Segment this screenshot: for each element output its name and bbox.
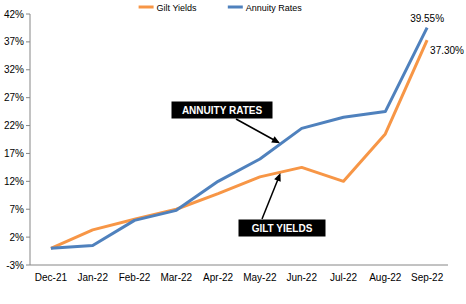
x-tick-label: Apr-22 bbox=[203, 272, 233, 283]
y-tick bbox=[26, 41, 30, 42]
plot-area bbox=[51, 28, 427, 249]
annotation-arrow bbox=[236, 119, 278, 142]
y-tick-label: 12% bbox=[4, 176, 24, 187]
annotation-text: GILT YIELDS bbox=[252, 223, 313, 234]
y-tick-label: -3% bbox=[6, 260, 24, 271]
annotation-arrowhead bbox=[271, 136, 280, 143]
y-tick-label: 32% bbox=[4, 64, 24, 75]
y-tick bbox=[26, 97, 30, 98]
x-tick-label: May-22 bbox=[243, 272, 277, 283]
x-tick-label: Sep-22 bbox=[411, 272, 444, 283]
y-tick bbox=[26, 14, 30, 15]
y-tick-label: 22% bbox=[4, 120, 24, 131]
y-tick bbox=[26, 69, 30, 70]
y-tick-label: 17% bbox=[4, 148, 24, 159]
y-tick bbox=[26, 181, 30, 182]
y-tick bbox=[26, 265, 30, 266]
value-label: 39.55% bbox=[410, 13, 444, 24]
value-label: 37.30% bbox=[430, 45, 464, 56]
y-tick-label: 27% bbox=[4, 92, 24, 103]
legend-label: Gilt Yields bbox=[157, 3, 198, 13]
x-axis bbox=[30, 265, 448, 266]
chart: -3% 2% 7% 12% 17% 22% 27% 32% 37% 42% Dec-21 Jan-22… bbox=[0, 0, 466, 304]
x-tick-label: Aug-22 bbox=[369, 272, 402, 283]
legend: Gilt Yields Annuity Rates bbox=[139, 3, 303, 13]
annotation-text: ANNUITY RATES bbox=[182, 105, 263, 116]
y-tick-label: 42% bbox=[4, 9, 24, 20]
x-tick-label: Jan-22 bbox=[77, 272, 108, 283]
annotation-arrowhead bbox=[274, 173, 280, 182]
annotation-box bbox=[239, 220, 326, 237]
series-line bbox=[51, 40, 427, 248]
x-tick-label: Jun-22 bbox=[286, 272, 317, 283]
annotation-arrow bbox=[262, 175, 280, 219]
series-line bbox=[51, 28, 427, 249]
y-tick bbox=[26, 237, 30, 238]
legend-swatch bbox=[228, 6, 243, 9]
x-tick-label: Feb-22 bbox=[119, 272, 151, 283]
y-tick bbox=[26, 125, 30, 126]
legend-label: Annuity Rates bbox=[246, 3, 303, 13]
y-tick-label: 2% bbox=[10, 232, 25, 243]
x-tick-label: Mar-22 bbox=[160, 272, 192, 283]
x-tick-label: Jul-22 bbox=[330, 272, 358, 283]
legend-swatch bbox=[139, 6, 154, 9]
annotation-box bbox=[172, 102, 273, 119]
y-tick-label: 37% bbox=[4, 36, 24, 47]
y-axis bbox=[30, 14, 31, 265]
y-tick bbox=[26, 153, 30, 154]
x-tick-label: Dec-21 bbox=[35, 272, 68, 283]
y-tick-label: 7% bbox=[10, 204, 25, 215]
y-tick bbox=[26, 209, 30, 210]
